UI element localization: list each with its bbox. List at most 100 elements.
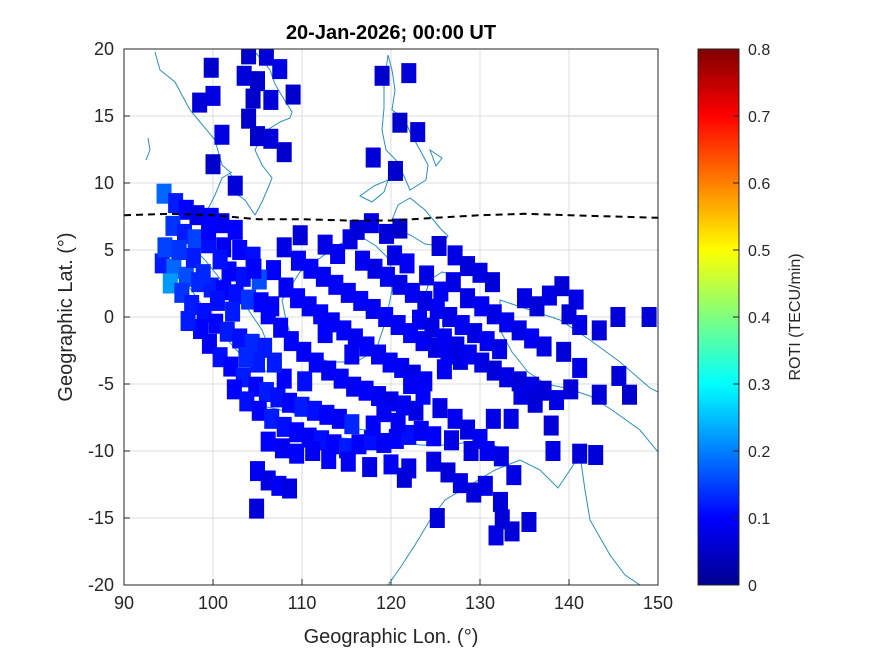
roti-point [266,260,282,281]
roti-point [485,408,501,429]
roti-point [349,219,365,240]
roti-point [488,525,504,546]
y-tick-label: 5 [104,240,114,260]
roti-point [276,368,292,389]
roti-point [306,400,322,421]
magnetic-equator-line [124,212,658,222]
roti-point [392,218,408,239]
roti-point [415,384,431,405]
roti-point [479,441,495,461]
roti-point [447,408,463,429]
roti-point [263,89,279,110]
colorbar-ticks: 0 0.1 0.2 0.3 0.4 0.5 0.6 0.7 0.8 [733,42,770,595]
roti-point [379,223,395,244]
roti-point [383,454,399,475]
roti-point [365,298,381,319]
roti-point [392,274,408,295]
roti-point [195,264,211,285]
roti-point [214,124,230,145]
roti-point [276,237,292,258]
roti-point [162,273,178,294]
roti-point [503,408,519,429]
roti-point [467,323,483,344]
roti-point [205,85,221,106]
roti-point [424,317,440,338]
roti-point [156,183,172,204]
roti-point [524,328,540,349]
roti-point [388,428,404,449]
y-tick-label: 10 [94,173,114,193]
roti-point [289,422,305,443]
roti-point [378,307,394,327]
roti-point [486,304,502,325]
roti-point [258,49,274,66]
roti-point [408,400,424,421]
roti-point [238,347,254,368]
colorbar-tick-label: 0.8 [748,42,770,59]
coastline-philippines-luzon [381,54,429,191]
roti-point [396,467,412,488]
roti-point [272,59,288,80]
roti-point [351,434,367,455]
roti-point [241,108,257,129]
roti-point [474,352,490,373]
roti-point [499,312,515,333]
roti-point [313,304,329,325]
roti-point [399,253,415,274]
roti-point [454,315,470,336]
roti-point [346,376,362,397]
roti-point [591,320,607,341]
roti-point [513,384,529,405]
roti-point [436,328,452,349]
roti-point [622,384,638,405]
coastline-philippines-islands [359,148,443,203]
roti-point [239,391,255,412]
roti-point [317,234,333,255]
roti-point [486,360,502,381]
roti-point [445,272,461,293]
roti-point [429,508,445,528]
chart-title: 20-Jan-2026; 00:00 UT [286,22,496,44]
roti-point [290,250,306,271]
roti-point [171,240,187,260]
roti-point [294,396,310,417]
roti-point [241,49,257,65]
colorbar-tick-label: 0.7 [748,109,770,126]
roti-point [355,250,371,271]
roti-point [572,315,588,336]
roti-point [250,352,265,373]
roti-point [301,296,317,317]
roti-point [297,371,313,392]
roti-point [517,288,532,309]
roti-point [245,88,261,109]
roti-point [463,441,479,461]
roti-point [223,356,239,377]
roti-point [376,432,392,453]
roti-point [536,336,552,357]
roti-point [394,357,410,378]
roti-point [359,336,375,357]
roti-point [292,225,308,246]
roti-point [449,336,465,357]
coastline-australia [387,453,641,585]
roti-point [460,288,476,309]
x-ticks: 90 100 110 120 130 140 150 [114,593,673,613]
y-tick-label: 20 [94,39,114,59]
roti-point [196,302,212,323]
roti-point [225,301,241,322]
roti-point [330,244,346,265]
roti-point [180,311,196,332]
x-tick-label: 90 [114,593,134,613]
roti-point [556,341,572,362]
y-tick-label: -15 [88,508,114,528]
roti-point [390,412,406,433]
roti-point [289,443,305,464]
roti-point [246,258,262,279]
roti-point [371,344,387,365]
roti-point [270,387,286,408]
y-tick-label: -10 [88,441,114,461]
roti-point [353,290,369,311]
roti-point [315,266,331,287]
roti-points [154,49,657,546]
roti-point [442,307,458,327]
